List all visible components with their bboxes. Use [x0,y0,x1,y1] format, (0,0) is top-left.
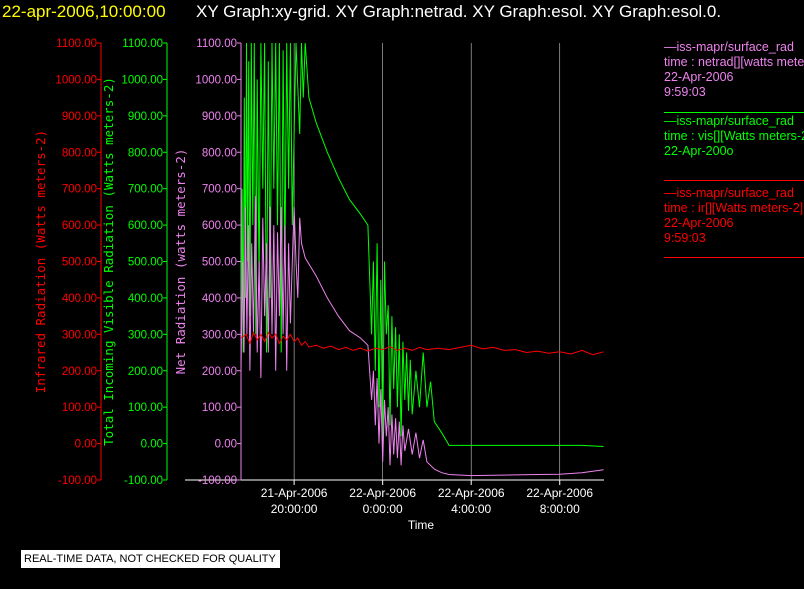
vis-y-tick-label: 200.00 [128,366,163,378]
ir-y-tick-label: 0.00 [75,439,97,451]
legend-ir-variable: time : ir[][Watts meters-2] [664,201,804,215]
x-tick-label: 22-Apr-2006 [349,486,416,500]
legend-ir: —iss-mapr/surface_rad time : ir[][Watts … [664,186,804,246]
x-tick-label: 22-Apr-2006 [526,486,593,500]
ir-y-tick-label: 1000.00 [55,74,97,86]
netrad-y-tick-label: 700.00 [202,184,237,196]
ir-y-tick-label: 1100.00 [56,38,97,50]
legend-separator [664,257,804,258]
ir-y-tick-label: 400.00 [62,293,97,305]
netrad-series-line [241,195,604,477]
vis-y-axis-title: Total Incoming Visible Radiation (Watts … [101,77,116,446]
axis-labels: 21-Apr-2006 20:00:00 22-Apr-2006 0:00:00 22-… [33,38,593,532]
x-tick-label: 20:00:00 [271,502,318,516]
ir-y-tick-label: 300.00 [62,329,97,341]
x-tick-label: 22-Apr-2006 [438,486,505,500]
netrad-y-tick-label: 0.00 [215,439,237,451]
vis-y-tick-label: 500.00 [128,257,163,269]
legend-netrad-date: 22-Apr-2006 [664,70,734,84]
ir-y-tick-label: 600.00 [62,220,97,232]
x-axis-label: Time [408,518,435,532]
netrad-y-tick-label: 1100.00 [196,38,237,50]
netrad-y-tick-label: -100.00 [198,475,237,487]
legend-ir-date: 22-Apr-2006 [664,216,734,230]
legend-netrad-variable: time : netrad[][watts meters-2] [664,55,804,69]
header-graph-list: XY Graph:xy-grid. XY Graph:netrad. XY Gr… [196,2,722,21]
legend-separator [664,180,804,181]
vis-y-tick-label: 300.00 [128,329,163,341]
netrad-y-tick-label: 200.00 [202,366,237,378]
vis-y-tick-label: 1100.00 [122,38,163,50]
ir-y-axis-title: Infrared Radiation (Watts meters-2) [33,130,48,393]
netrad-y-tick-label: 300.00 [202,329,237,341]
ir-y-tick-label: -100.00 [58,475,97,487]
netrad-y-tick-label: 500.00 [202,257,237,269]
netrad-y-tick-label: 100.00 [202,402,237,414]
legend-vis-variable: time : vis[][Watts meters-2] [664,129,804,143]
axes [97,42,604,485]
vis-y-tick-label: 100.00 [128,402,163,414]
legend-vis: —iss-mapr/surface_rad time : vis[][Watts… [664,114,804,159]
vis-y-tick-label: -100.00 [124,475,163,487]
header-datetime: 22-apr-2006,10:00:00 [2,2,166,21]
ir-y-tick-label: 900.00 [62,111,97,123]
x-tick-label: 8:00:00 [540,502,580,516]
vis-y-tick-label: 0.00 [141,439,163,451]
vis-y-tick-label: 1000.00 [121,74,163,86]
netrad-y-tick-label: 800.00 [202,147,237,159]
ir-y-tick-label: 700.00 [62,184,97,196]
vis-y-tick-label: 400.00 [128,293,163,305]
x-tick-label: 4:00:00 [451,502,491,516]
netrad-y-tick-label: 1000.00 [195,74,237,86]
netrad-y-tick-label: 600.00 [202,220,237,232]
ir-y-tick-label: 100.00 [62,402,97,414]
legend-netrad-source: —iss-mapr/surface_rad [664,40,794,54]
vis-series-line [241,43,604,447]
grid-lines [293,43,561,480]
vis-y-tick-label: 900.00 [128,111,163,123]
legend-netrad-time: 9:59:03 [664,85,706,99]
ir-y-tick-label: 800.00 [62,147,97,159]
x-tick-label: 0:00:00 [363,502,403,516]
vis-y-tick-label: 800.00 [128,147,163,159]
series-lines [241,43,604,477]
legend-netrad: —iss-mapr/surface_rad time : netrad[][wa… [664,40,804,100]
x-tick-label: 21-Apr-2006 [261,486,328,500]
vis-y-tick-label: 600.00 [128,220,163,232]
ir-y-tick-label: 200.00 [62,366,97,378]
ir-y-tick-label: 500.00 [62,257,97,269]
legend-separator [664,112,804,113]
legend-ir-time: 9:59:03 [664,231,706,245]
netrad-y-tick-label: 400.00 [202,293,237,305]
legend-ir-source: —iss-mapr/surface_rad [664,186,794,200]
vis-y-tick-label: 700.00 [128,184,163,196]
legend-vis-date: 22-Apr-200o [664,144,734,158]
legend-vis-source: —iss-mapr/surface_rad [664,114,794,128]
netrad-y-axis-title: Net Radiation (watts meters-2) [173,149,188,375]
ir-series-line [241,331,604,356]
quality-disclaimer: REAL-TIME DATA, NOT CHECKED FOR QUALITY [21,550,280,568]
netrad-y-tick-label: 900.00 [202,111,237,123]
